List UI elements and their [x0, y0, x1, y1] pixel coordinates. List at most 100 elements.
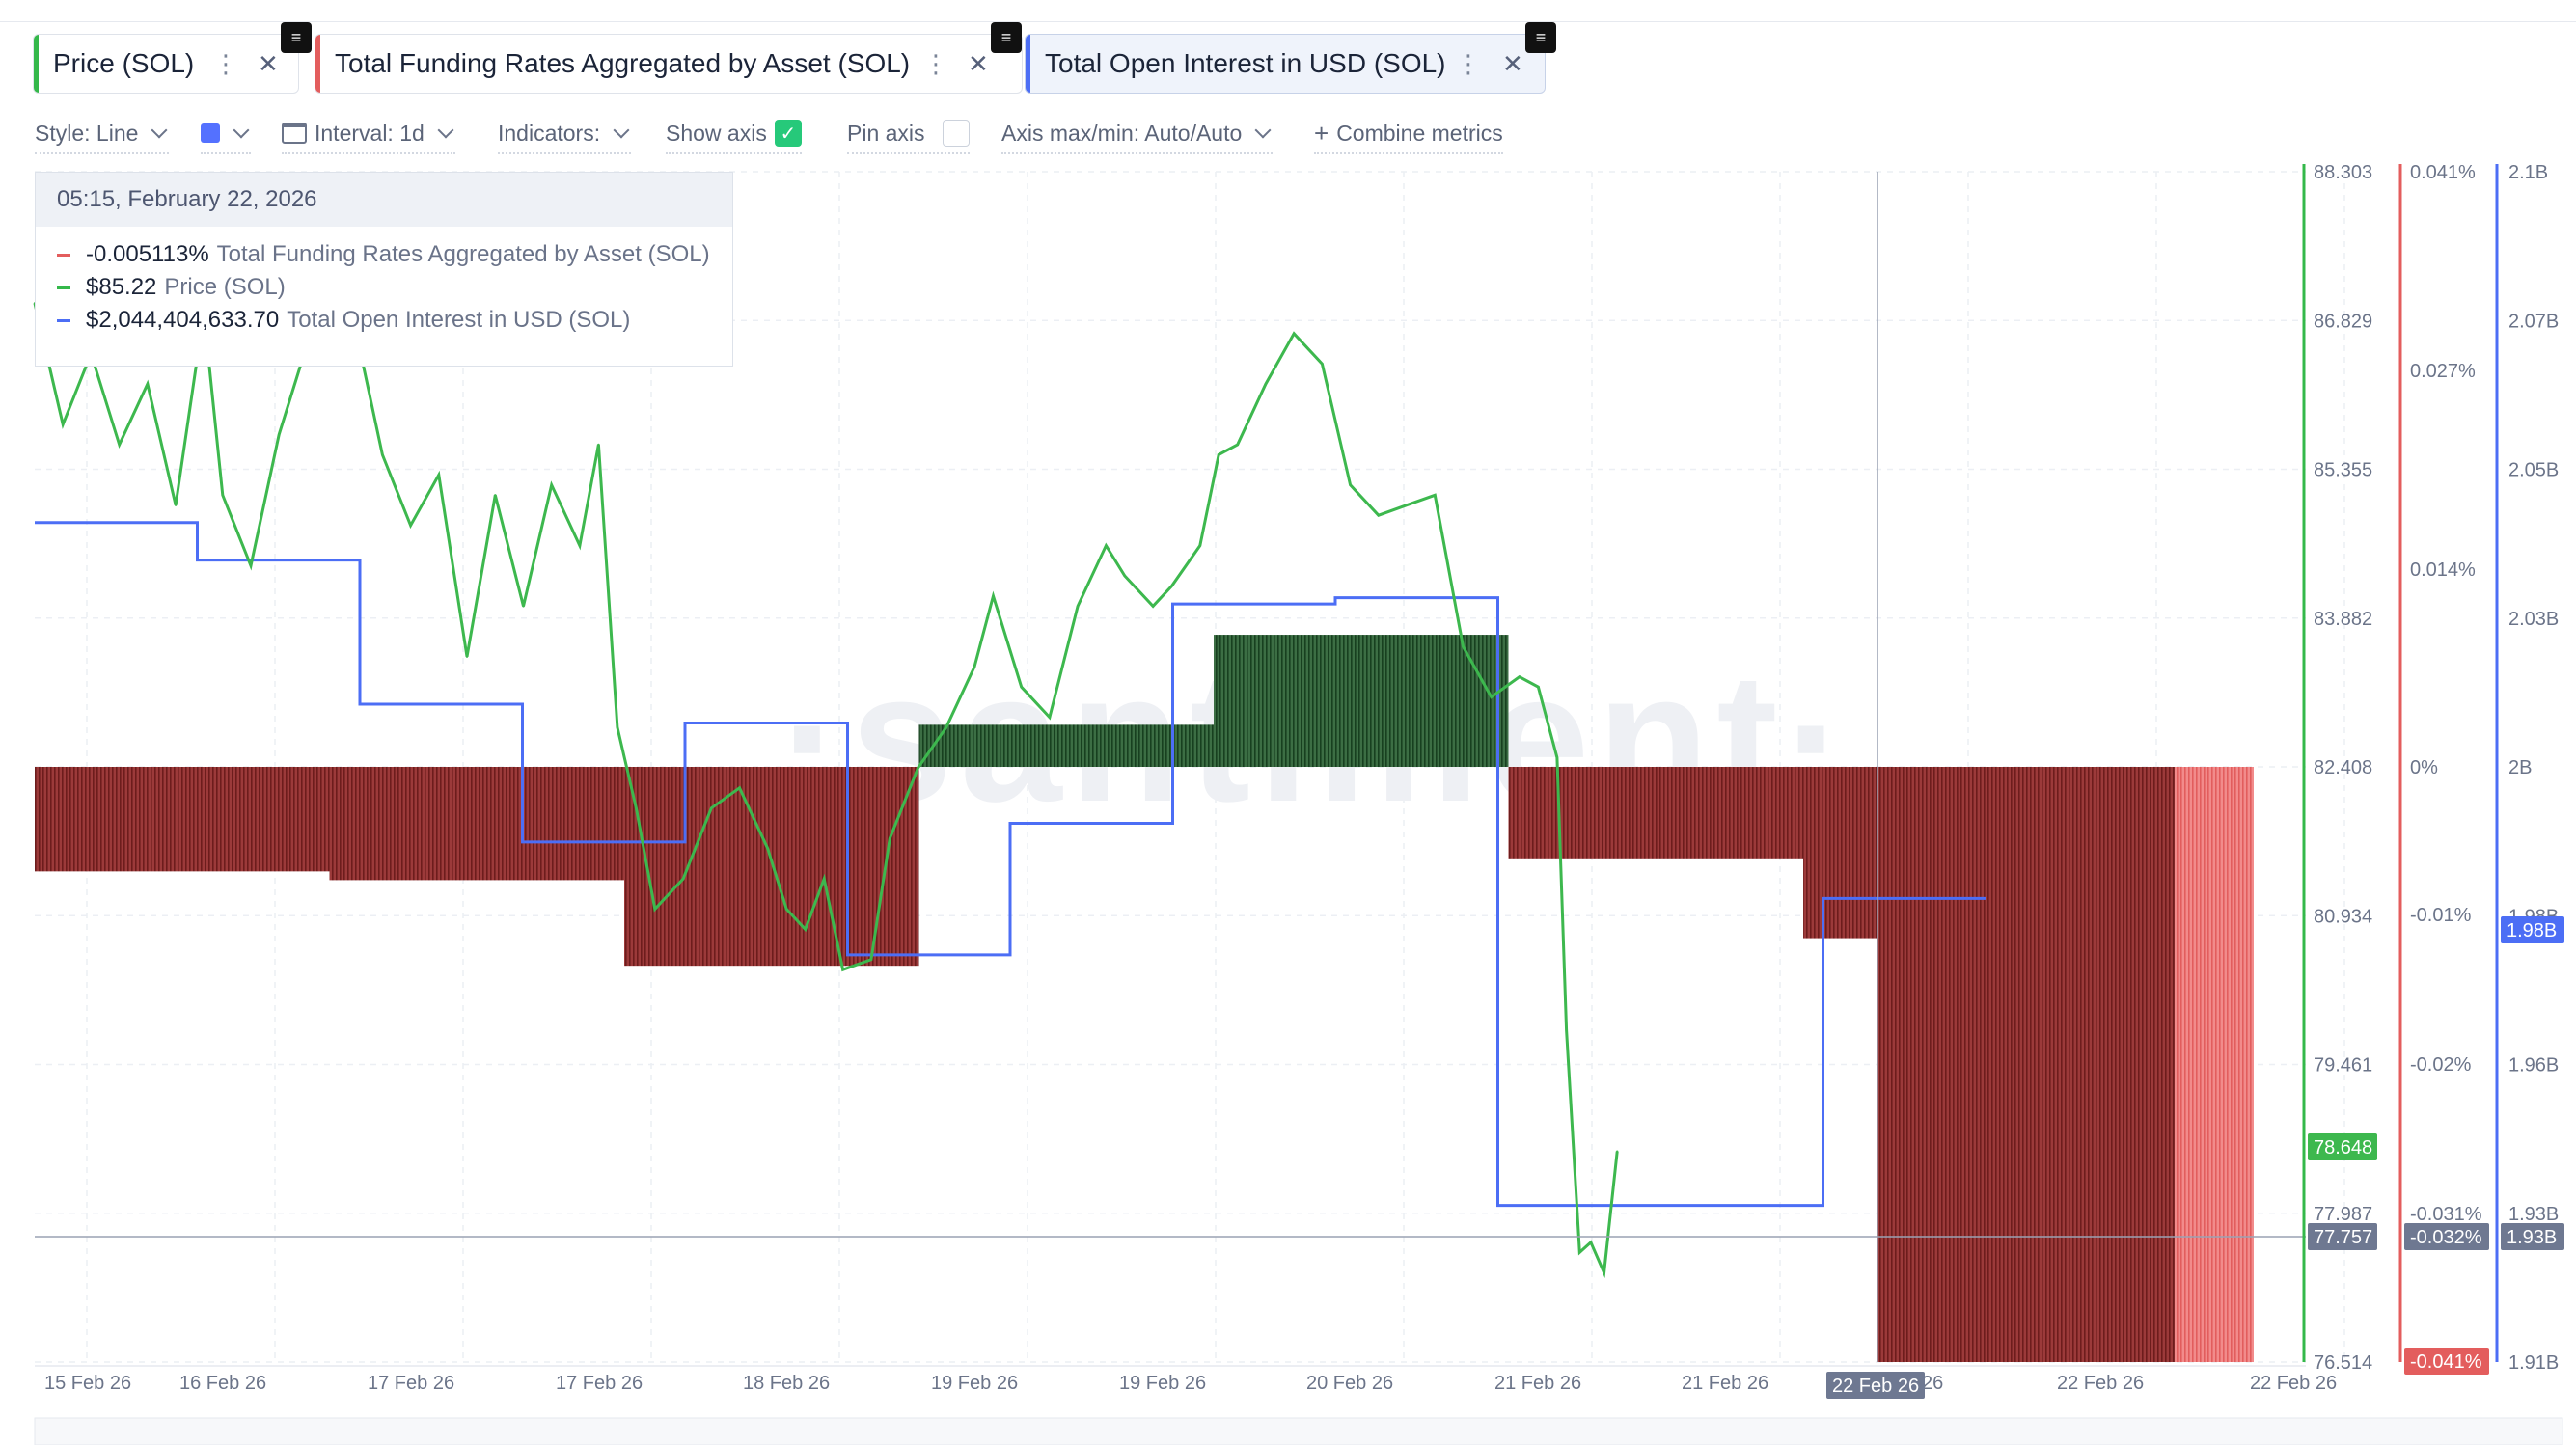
- price-point: [710, 806, 713, 809]
- tab-price-sol[interactable]: Price (SOL) ⋮ ✕ ≡: [33, 22, 312, 94]
- style-label: Style: Line: [35, 120, 139, 146]
- price-cursor-badge: 77.757: [2314, 1227, 2372, 1248]
- tab-open-interest-sol[interactable]: Total Open Interest in USD (SOL) ⋮ ✕ ≡: [1025, 22, 1556, 94]
- axis-maxmin-dropdown[interactable]: Axis max/min: Auto/Auto: [1001, 114, 1274, 154]
- price-point: [1616, 1150, 1619, 1153]
- tab-accent: [34, 35, 39, 93]
- funding-tick-label: -0.02%: [2410, 1054, 2472, 1076]
- price-point: [249, 564, 253, 567]
- price-tick-label: 86.829: [2314, 311, 2372, 332]
- price-point: [1236, 443, 1239, 447]
- more-icon[interactable]: ⋮: [923, 48, 948, 78]
- tab-accent: [315, 35, 320, 93]
- top-border: [0, 21, 2576, 22]
- solana-icon: ≡: [1525, 22, 1556, 53]
- close-icon[interactable]: ✕: [258, 48, 279, 78]
- x-tick-label: 21 Feb 26: [1494, 1373, 1581, 1394]
- x-tick-label: 21 Feb 26: [1682, 1373, 1768, 1394]
- price-point: [61, 423, 65, 426]
- style-dropdown[interactable]: Style: Line: [35, 114, 170, 154]
- combine-metrics-button[interactable]: + Combine metrics: [1314, 114, 1503, 154]
- oi-tick-label: 1.96B: [2508, 1055, 2559, 1077]
- price-point: [1589, 1241, 1593, 1244]
- interval-dropdown[interactable]: Interval: 1d: [282, 114, 455, 154]
- pin-axis-checkbox[interactable]: [942, 120, 970, 147]
- oi-tick-label: 1.93B: [2508, 1204, 2559, 1225]
- price-tick-label: 76.514: [2314, 1352, 2372, 1374]
- price-point: [973, 666, 976, 668]
- funding-bar: [1214, 635, 1509, 767]
- tab-label: Total Open Interest in USD (SOL): [1045, 48, 1446, 78]
- tooltip-series-name: Total Open Interest in USD (SOL): [287, 307, 631, 333]
- price-point: [841, 968, 844, 971]
- interval-label: Interval: 1d: [315, 120, 425, 146]
- x-tick-label: 20 Feb 26: [1306, 1373, 1393, 1394]
- price-point: [381, 453, 384, 456]
- crosshair-date-bg: [1826, 1372, 1925, 1399]
- funding-tick-label: -0.01%: [2410, 905, 2472, 926]
- price-point: [1377, 514, 1381, 517]
- price-point: [738, 786, 741, 789]
- more-icon[interactable]: ⋮: [213, 48, 238, 78]
- price-current-badge-bg: [2308, 1133, 2377, 1160]
- price-tick-label: 83.882: [2314, 609, 2372, 630]
- price-point: [823, 877, 826, 881]
- pin-axis-toggle[interactable]: Pin axis: [847, 114, 970, 154]
- oi-tick-label: 2.05B: [2508, 460, 2559, 481]
- funding-bar: [329, 767, 624, 881]
- funding-min-badge: -0.041%: [2410, 1351, 2482, 1373]
- more-icon[interactable]: ⋮: [1456, 48, 1481, 78]
- tooltip-series-name: Total Funding Rates Aggregated by Asset …: [216, 241, 710, 267]
- tab-funding-rates-sol[interactable]: Total Funding Rates Aggregated by Asset …: [315, 22, 1023, 94]
- price-point: [681, 877, 685, 881]
- price-point: [917, 766, 919, 770]
- price-point: [1123, 574, 1127, 578]
- oi-tick-label: 2B: [2508, 757, 2532, 778]
- price-point: [1218, 453, 1220, 456]
- oi-current-badge: 1.98B: [2507, 920, 2557, 941]
- funding-tick-label: 0.041%: [2410, 162, 2476, 183]
- funding-bar: [624, 767, 919, 967]
- funding-tick-label: 0.014%: [2410, 559, 2476, 581]
- indicators-label: Indicators:: [498, 120, 601, 146]
- close-icon[interactable]: ✕: [1502, 48, 1523, 78]
- price-point: [221, 494, 224, 497]
- price-point: [616, 725, 619, 729]
- price-point: [804, 928, 807, 931]
- price-point: [1537, 686, 1540, 689]
- price-point: [522, 605, 525, 608]
- price-point: [1264, 382, 1268, 386]
- show-axis-checkbox[interactable]: ✓: [774, 120, 802, 147]
- color-swatch: [201, 123, 220, 143]
- close-icon[interactable]: ✕: [968, 48, 989, 78]
- oi-tick-label: 1.91B: [2508, 1352, 2559, 1374]
- tooltip-value: $2,044,404,633.70: [86, 307, 280, 333]
- tab-label: Total Funding Rates Aggregated by Asset …: [335, 48, 911, 78]
- oi-cursor-badge-bg: [2501, 1223, 2564, 1250]
- price-point: [1151, 605, 1155, 608]
- tooltip-row-open-interest: $2,044,404,633.70 Total Open Interest in…: [36, 304, 732, 337]
- price-tick-label: 85.355: [2314, 460, 2372, 481]
- indicators-dropdown[interactable]: Indicators:: [498, 114, 632, 154]
- combine-metrics-label: Combine metrics: [1336, 120, 1503, 146]
- plus-icon: +: [1314, 118, 1329, 148]
- oi-tick-label: 2.07B: [2508, 311, 2559, 332]
- tooltip-value: -0.005113%: [86, 241, 209, 267]
- color-picker[interactable]: [201, 114, 251, 154]
- price-point: [465, 655, 469, 658]
- funding-tick-label: 0%: [2410, 757, 2438, 778]
- price-point: [1434, 494, 1437, 497]
- funding-bar: [35, 767, 330, 872]
- price-point: [118, 443, 121, 447]
- x-tick-label: 18 Feb 26: [743, 1373, 830, 1394]
- tooltip-date: 05:15, February 22, 2026: [36, 173, 732, 227]
- tooltip-row-funding: -0.005113% Total Funding Rates Aggregate…: [36, 238, 732, 271]
- legend-mark: [57, 318, 70, 322]
- show-axis-toggle[interactable]: Show axis ✓: [666, 114, 802, 154]
- price-point: [550, 483, 553, 486]
- funding-bar: [2175, 767, 2254, 1362]
- price-point: [1020, 686, 1023, 689]
- price-tick-label: 88.303: [2314, 162, 2372, 183]
- price-current-badge: 78.648: [2314, 1137, 2372, 1159]
